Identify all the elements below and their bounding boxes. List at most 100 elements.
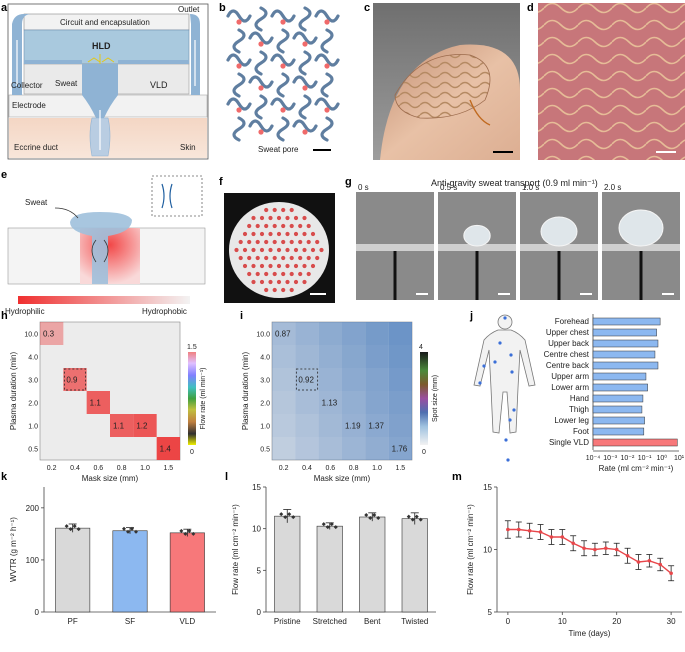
pore-dot [281, 239, 286, 245]
label-eccrine-duct: Eccrine duct [14, 143, 59, 152]
pore-dot [255, 239, 260, 245]
cell-value-label: 1.76 [392, 445, 408, 454]
data-point [410, 517, 415, 522]
heatmap-cell [318, 414, 342, 437]
inset-channel [161, 183, 173, 209]
sweat-droplet [618, 209, 664, 247]
panel-k-letter: k [1, 471, 8, 483]
data-point [549, 535, 554, 539]
y-tick-label: 200 [26, 504, 40, 513]
pore-dot [285, 279, 290, 285]
category-label: Centre chest [544, 350, 590, 359]
hld-channel [24, 60, 189, 64]
sweat-droplet [463, 224, 491, 247]
panel-c-letter: c [364, 2, 370, 14]
sweat-pore-dot [302, 41, 308, 47]
pore-dot [264, 255, 269, 261]
serpentine-segment [320, 72, 334, 98]
frame-time-label: 0 s [358, 183, 369, 192]
data-point [130, 526, 134, 531]
heatmap-cell [295, 345, 319, 368]
serpentine-segment [254, 50, 268, 76]
body-site-dot [478, 381, 482, 385]
data-point [291, 515, 296, 520]
pore-dot [306, 255, 311, 261]
bar [592, 372, 647, 381]
pore-dot [298, 239, 303, 245]
bar [592, 361, 659, 370]
x-axis-label: Mask size (mm) [82, 474, 139, 483]
highlight-box [295, 368, 319, 391]
x-axis-label: Rate (ml cm⁻² min⁻¹) [599, 464, 674, 473]
y-tick-label: 4.0 [260, 355, 270, 362]
pore-dot [289, 271, 294, 277]
colorbar [420, 352, 428, 445]
bar [55, 527, 91, 613]
pore-dot [281, 255, 286, 261]
heatmap-cell [133, 414, 157, 437]
data-point [669, 571, 673, 576]
x-tick-label: 0.8 [117, 465, 127, 472]
data-point [76, 527, 81, 532]
data-point [406, 514, 411, 519]
cell-value-label: 0.87 [275, 330, 291, 339]
pore-dot [238, 255, 243, 261]
y-tick-label: 2.0 [28, 401, 38, 408]
pore-dot [272, 287, 277, 293]
pore-dot [264, 271, 269, 277]
panel-f-letter: f [219, 176, 223, 188]
category-label: Lower leg [554, 416, 589, 425]
pore-dot [251, 247, 256, 253]
sensor-marks [87, 54, 115, 64]
serpentine-segment [232, 28, 246, 54]
panel-d-letter: d [527, 2, 534, 14]
pore-dot [268, 279, 273, 285]
heatmap-flow-rate: 0.3 0.9 1.1 1.1 1.2 1.4 0.2 0.4 0.6 0.8 1.0 1.5 10.0… [9, 321, 207, 483]
colorbar-min-label: 0 [190, 449, 194, 456]
heatmap-cell [272, 437, 296, 460]
pore-dot [285, 247, 290, 253]
data-point [321, 522, 326, 527]
label-hld: HLD [92, 41, 111, 51]
heatmap-cell [365, 437, 389, 460]
category-label: Single VLD [549, 438, 589, 447]
pore-dot [281, 271, 286, 277]
pore-dot [310, 231, 316, 237]
panel-e: e Sweat Hydrophilic Hydrophobic [1, 169, 206, 316]
heatmap-cell [342, 368, 366, 391]
bar-chart-wvtr: 0 100 200 PF SF VLD WVTR (g m⁻² h⁻¹) [9, 487, 216, 626]
data-point [560, 535, 565, 539]
needle [475, 251, 479, 300]
x-tick-label: 20 [612, 617, 621, 626]
x-tick-label: 10⁰ [657, 454, 668, 462]
pore-dot [247, 223, 252, 229]
data-point [506, 527, 510, 532]
heatmap-cell [342, 345, 366, 368]
pore-dot [272, 255, 277, 261]
cell-value-label: 1.1 [90, 399, 102, 408]
x-tick-label: 10 [558, 617, 567, 626]
patch-on-finger [394, 54, 491, 119]
panel-g-letter: g [345, 176, 352, 188]
sweat-pore-dot [280, 19, 286, 25]
heatmap-cell [365, 345, 389, 368]
category-label: Forehead [555, 317, 589, 326]
cell-value-label: 0.9 [66, 376, 78, 385]
x-tick-label: PF [68, 617, 78, 626]
sweat-pore-dot [236, 107, 242, 113]
label-hydrophilic: Hydrophilic [5, 307, 45, 316]
serpentine-segment [298, 94, 312, 120]
y-tick-label: 1.0 [28, 424, 38, 431]
body-site-dot [512, 408, 516, 412]
pore-dot [302, 215, 307, 221]
y-tick-label: 2.0 [260, 401, 270, 408]
sweat-pore-dot [324, 19, 330, 25]
pore-dot [247, 239, 252, 245]
colorbar-label: Spot size (mm) [432, 375, 439, 422]
x-tick-label: Pristine [274, 617, 301, 626]
panel-m-letter: m [452, 471, 462, 483]
label-sweat: Sweat [55, 79, 78, 88]
bar [274, 515, 301, 613]
pore-dot [251, 263, 256, 269]
